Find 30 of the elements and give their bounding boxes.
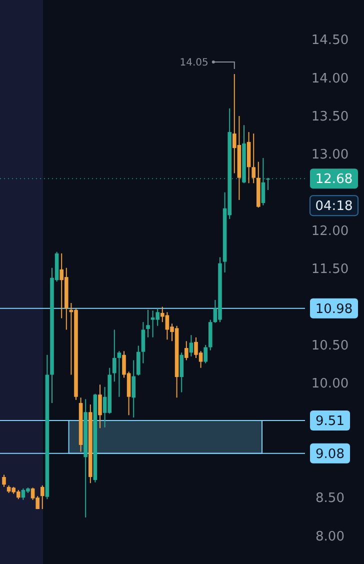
y-tick-label: 13.00 xyxy=(311,148,349,163)
y-tick-label: 8.50 xyxy=(316,491,344,506)
ref-line-label: 12.68 xyxy=(315,172,353,188)
candlestick xyxy=(40,484,44,510)
y-tick-label: 14.50 xyxy=(311,33,349,48)
ref-line-label: 10.98 xyxy=(315,302,353,317)
y-tick-label: 12.00 xyxy=(311,224,349,240)
candlestick xyxy=(112,329,116,382)
candlestick xyxy=(189,334,194,357)
y-tick-label: 11.50 xyxy=(311,262,349,278)
ref-line-label: 9.08 xyxy=(316,446,344,462)
candlestick xyxy=(132,360,136,418)
candlestick xyxy=(2,474,6,488)
text: 04:18 xyxy=(315,199,353,214)
y-tick-label: 10.50 xyxy=(311,338,349,354)
ref-line-label: 9.51 xyxy=(316,414,344,430)
y-tick-label: 8.00 xyxy=(316,529,344,544)
candlestick xyxy=(98,384,102,429)
annotation: 14.05 xyxy=(180,58,208,69)
y-tick-label: 10.00 xyxy=(311,376,349,392)
candlestick xyxy=(117,350,122,398)
candlestick xyxy=(252,133,256,184)
candlestick xyxy=(136,345,140,376)
candlestick xyxy=(180,352,184,393)
y-tick-label: 14.00 xyxy=(311,71,349,86)
candlestick xyxy=(184,340,188,361)
candlestick xyxy=(146,309,150,338)
candlestick xyxy=(204,344,208,364)
y-tick-label: 13.50 xyxy=(311,110,349,125)
candlestick xyxy=(141,322,146,364)
